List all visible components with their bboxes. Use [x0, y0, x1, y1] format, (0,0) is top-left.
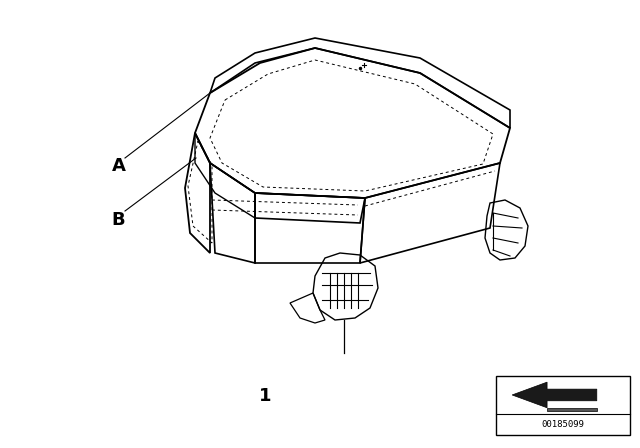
Text: B: B — [111, 211, 125, 228]
Text: 1: 1 — [259, 388, 272, 405]
Polygon shape — [547, 408, 596, 411]
Text: 00185099: 00185099 — [541, 420, 585, 429]
Text: A: A — [111, 157, 125, 175]
Polygon shape — [512, 382, 596, 408]
Bar — [496, 376, 630, 435]
